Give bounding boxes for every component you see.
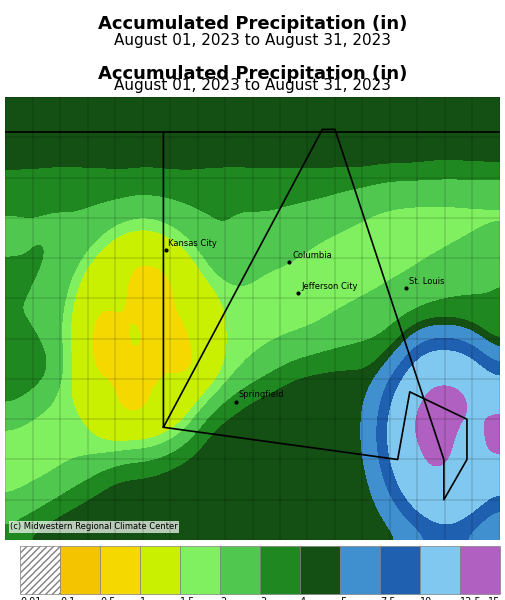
Text: Kansas City: Kansas City xyxy=(168,239,217,248)
Text: Columbia: Columbia xyxy=(292,251,332,260)
Text: 10: 10 xyxy=(420,597,432,600)
Text: 1: 1 xyxy=(140,597,146,600)
Text: Accumulated Precipitation (in): Accumulated Precipitation (in) xyxy=(98,15,407,33)
Text: August 01, 2023 to August 31, 2023: August 01, 2023 to August 31, 2023 xyxy=(114,78,391,93)
Text: 4: 4 xyxy=(300,597,306,600)
Text: 12.5: 12.5 xyxy=(460,597,482,600)
Text: 0.5: 0.5 xyxy=(100,597,116,600)
Text: (c) Midwestern Regional Climate Center: (c) Midwestern Regional Climate Center xyxy=(10,522,178,531)
Text: 7.5: 7.5 xyxy=(380,597,395,600)
Text: 0.01: 0.01 xyxy=(20,597,41,600)
Text: 5: 5 xyxy=(340,597,346,600)
Text: St. Louis: St. Louis xyxy=(409,277,445,286)
Text: 3: 3 xyxy=(260,597,266,600)
Text: 0.1: 0.1 xyxy=(60,597,75,600)
Text: 1.5: 1.5 xyxy=(180,597,195,600)
Text: Jefferson City: Jefferson City xyxy=(301,282,358,291)
Text: Accumulated Precipitation (in): Accumulated Precipitation (in) xyxy=(98,65,407,83)
Text: Springfield: Springfield xyxy=(239,391,284,400)
Text: 15: 15 xyxy=(487,597,500,600)
Text: 2: 2 xyxy=(220,597,226,600)
Text: August 01, 2023 to August 31, 2023: August 01, 2023 to August 31, 2023 xyxy=(114,33,391,48)
